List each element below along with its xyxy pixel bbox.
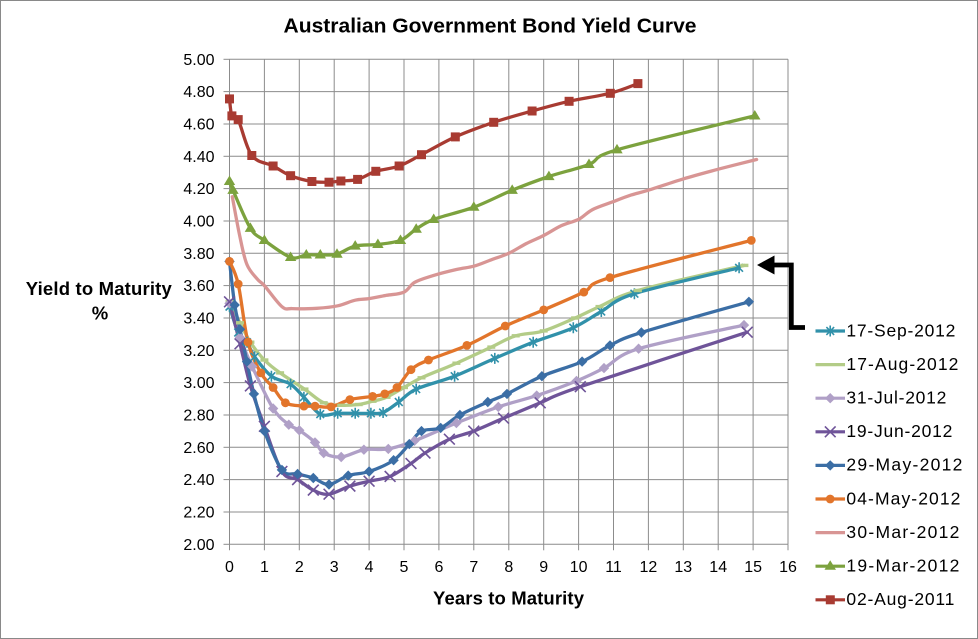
svg-text:9: 9: [539, 559, 548, 576]
svg-text:3.40: 3.40: [183, 311, 214, 328]
svg-text:Years to Maturity: Years to Maturity: [433, 587, 585, 608]
svg-text:14: 14: [709, 559, 727, 576]
svg-text:4.00: 4.00: [183, 214, 214, 231]
svg-text:02-Aug-2011: 02-Aug-2011: [846, 589, 954, 609]
svg-text:17-Aug-2012: 17-Aug-2012: [846, 354, 958, 374]
svg-text:2.40: 2.40: [183, 472, 214, 489]
svg-text:3: 3: [330, 559, 339, 576]
svg-text:4.60: 4.60: [183, 117, 214, 134]
svg-text:10: 10: [570, 559, 588, 576]
svg-text:15: 15: [744, 559, 762, 576]
svg-text:7: 7: [469, 559, 478, 576]
svg-text:1: 1: [260, 559, 269, 576]
svg-text:13: 13: [674, 559, 692, 576]
svg-text:12: 12: [640, 559, 658, 576]
svg-text:4.40: 4.40: [183, 149, 214, 166]
svg-text:29-May-2012: 29-May-2012: [846, 455, 962, 475]
svg-text:16: 16: [779, 559, 797, 576]
svg-text:11: 11: [605, 559, 622, 576]
svg-text:2.00: 2.00: [183, 537, 214, 554]
svg-text:3.20: 3.20: [183, 343, 214, 360]
svg-text:Yield to Maturity: Yield to Maturity: [26, 278, 173, 299]
svg-text:4.80: 4.80: [183, 84, 214, 101]
svg-text:%: %: [92, 303, 108, 324]
svg-text:Australian Government Bond Yie: Australian Government Bond Yield Curve: [284, 15, 697, 38]
svg-text:2: 2: [295, 559, 304, 576]
svg-text:4.20: 4.20: [183, 181, 214, 198]
svg-text:6: 6: [434, 559, 443, 576]
svg-text:8: 8: [504, 559, 513, 576]
svg-text:5.00: 5.00: [183, 52, 214, 69]
svg-text:2.20: 2.20: [183, 505, 214, 522]
svg-text:31-Jul-2012: 31-Jul-2012: [846, 388, 946, 408]
svg-text:2.80: 2.80: [183, 408, 214, 425]
svg-text:3.60: 3.60: [183, 278, 214, 295]
svg-text:19-Mar-2012: 19-Mar-2012: [846, 556, 959, 576]
svg-text:4: 4: [365, 559, 374, 576]
svg-text:04-May-2012: 04-May-2012: [846, 488, 960, 508]
svg-text:5: 5: [400, 559, 409, 576]
svg-text:2.60: 2.60: [183, 440, 214, 457]
svg-text:3.00: 3.00: [183, 375, 214, 392]
svg-text:17-Sep-2012: 17-Sep-2012: [846, 320, 955, 340]
svg-text:0: 0: [225, 559, 234, 576]
svg-text:19-Jun-2012: 19-Jun-2012: [846, 421, 952, 441]
svg-text:3.80: 3.80: [183, 246, 214, 263]
svg-text:30-Mar-2012: 30-Mar-2012: [846, 522, 959, 542]
